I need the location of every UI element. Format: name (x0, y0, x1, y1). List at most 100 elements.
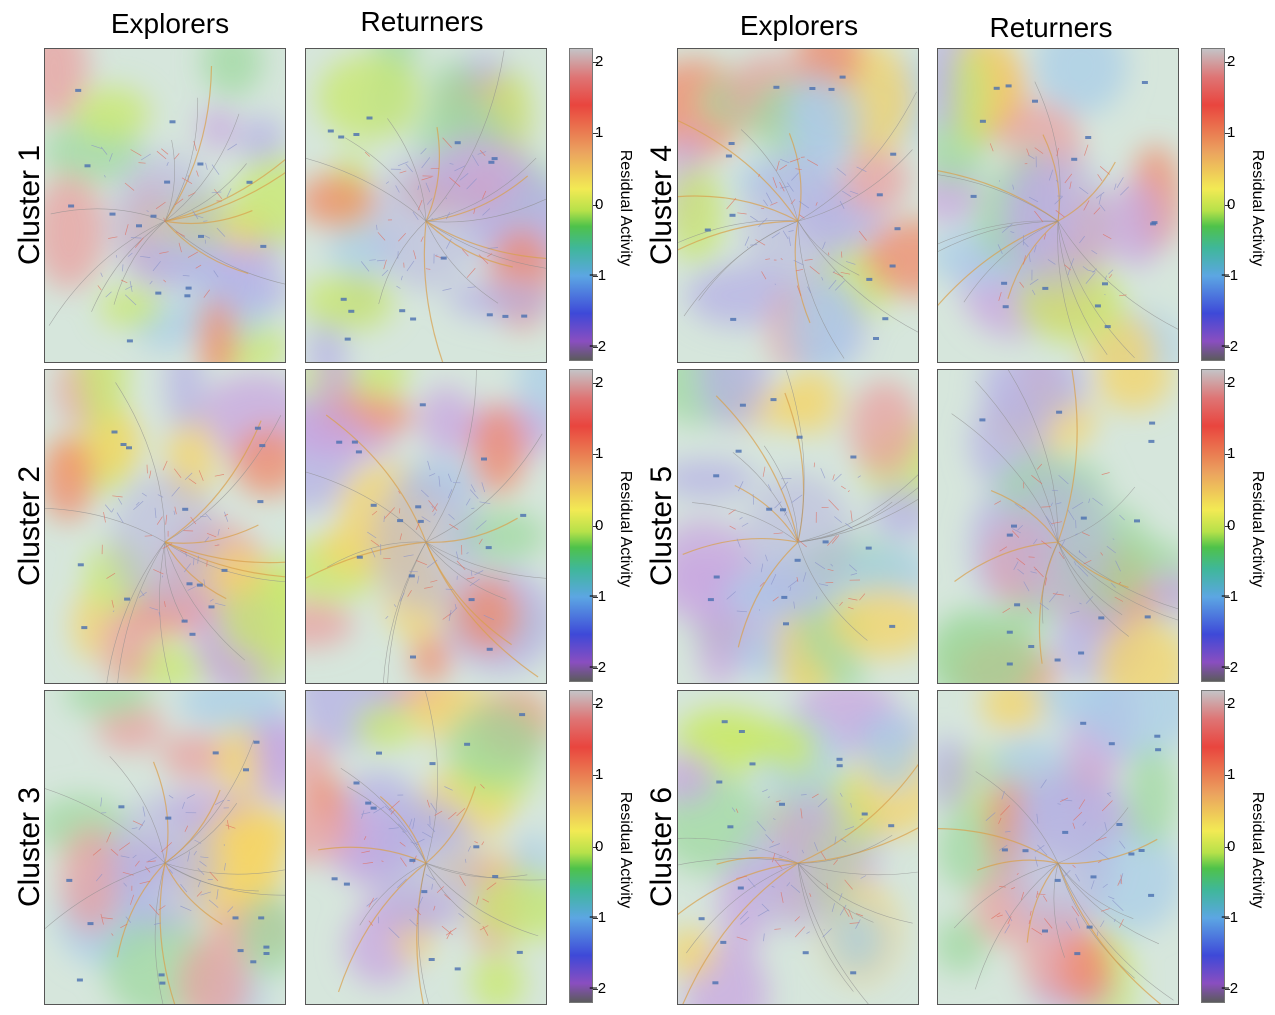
street (1065, 921, 1073, 931)
place-marker (111, 430, 118, 434)
road (164, 789, 221, 864)
street (383, 259, 387, 270)
street (388, 827, 399, 830)
place-marker (873, 337, 879, 340)
street (403, 554, 414, 557)
place-marker (1074, 952, 1081, 956)
place-marker (1002, 305, 1009, 309)
heat-blob (784, 76, 861, 167)
street (441, 925, 453, 936)
street (771, 885, 775, 888)
colorbar-tick-label: 1 (595, 445, 604, 463)
place-marker (1154, 734, 1161, 738)
street (1007, 916, 1012, 925)
street (1036, 813, 1039, 824)
place-marker (729, 213, 736, 217)
street (760, 563, 764, 573)
street (399, 533, 403, 541)
place-marker (75, 88, 82, 92)
heatmap-map (678, 370, 918, 683)
place-marker (979, 418, 986, 422)
street (103, 512, 106, 523)
street (1079, 235, 1085, 244)
street (1047, 259, 1056, 265)
heatmap-map (306, 49, 546, 362)
street (774, 859, 783, 870)
street (224, 863, 226, 871)
colorbar-tick-mark (593, 133, 598, 135)
street (771, 232, 780, 239)
colorbar-tick-label: 1 (595, 766, 604, 784)
street (426, 559, 438, 568)
street (125, 916, 132, 923)
street (1116, 177, 1124, 188)
street (482, 925, 489, 936)
place-marker (155, 291, 162, 295)
colorbar-tick-label: −2 (1221, 337, 1239, 355)
street (757, 909, 769, 917)
place-marker (159, 981, 166, 985)
street (420, 147, 427, 155)
colorbar-tick-mark (1225, 275, 1230, 277)
colorbar-tick-mark (1225, 596, 1230, 598)
road (164, 65, 213, 222)
street (1030, 571, 1037, 574)
street (840, 838, 847, 843)
road (797, 835, 893, 864)
street (154, 507, 157, 519)
road (794, 221, 811, 324)
street (466, 178, 477, 190)
road (387, 542, 427, 683)
place-marker (486, 647, 493, 651)
road (1057, 221, 1085, 362)
street (369, 259, 376, 261)
street (839, 904, 847, 916)
street (1106, 792, 1112, 794)
road (116, 862, 166, 958)
street (780, 258, 783, 261)
street (438, 475, 441, 487)
street (166, 162, 169, 166)
street (1106, 545, 1117, 554)
street (1016, 557, 1026, 566)
street (444, 894, 451, 900)
street (1083, 200, 1090, 211)
street (161, 148, 169, 155)
place-marker (721, 720, 728, 724)
street (138, 591, 147, 598)
place-marker (739, 403, 746, 407)
street (855, 919, 861, 929)
street (471, 154, 479, 166)
heat-blob (1137, 570, 1178, 617)
street (996, 914, 1003, 918)
street (214, 474, 225, 477)
road (306, 158, 427, 222)
place-marker (809, 87, 816, 90)
place-marker (889, 624, 896, 628)
heat-blob (160, 732, 229, 781)
street (479, 501, 491, 505)
road (938, 220, 1059, 245)
heatmap-map (306, 691, 546, 1004)
place-marker (890, 152, 897, 156)
colorbar (569, 690, 593, 1003)
street (1108, 896, 1115, 900)
street (156, 516, 163, 525)
road (164, 220, 249, 275)
street (860, 875, 867, 879)
street (462, 249, 469, 257)
heat-blob (233, 155, 285, 246)
street (384, 805, 393, 814)
street (1092, 268, 1097, 273)
street (1051, 489, 1059, 492)
heat-blob (201, 49, 263, 97)
street (203, 220, 208, 222)
street (183, 563, 191, 573)
road (425, 433, 543, 543)
road (109, 756, 166, 864)
heatmap-map (45, 370, 285, 683)
street (426, 799, 430, 808)
place-marker (737, 886, 744, 890)
street (398, 232, 406, 242)
place-marker (421, 890, 428, 894)
